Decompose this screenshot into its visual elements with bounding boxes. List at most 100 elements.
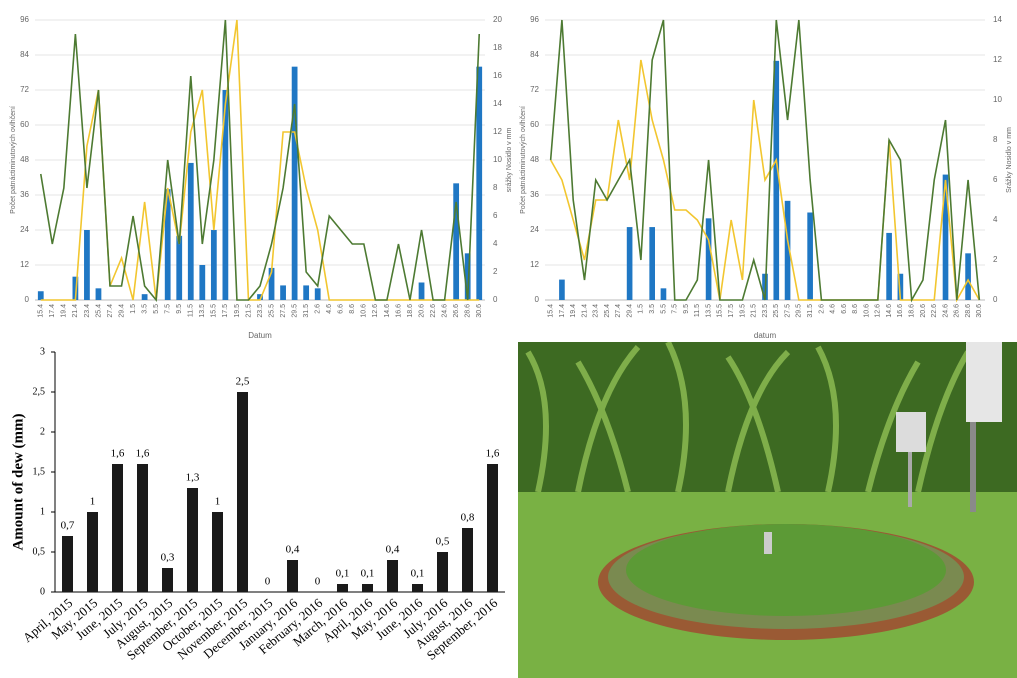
value-label: 0,4 (386, 544, 400, 556)
x-tick-label: 31.5 (303, 304, 310, 318)
bar (72, 276, 79, 300)
value-label: 1,3 (186, 472, 200, 484)
value-label: 0,8 (461, 512, 475, 524)
line-series (549, 59, 981, 303)
y2-tick-label: 10 (493, 155, 502, 164)
bar (37, 291, 44, 300)
bar (199, 265, 206, 300)
x-axis-title: Datum (248, 331, 272, 340)
value-label: 0 (265, 576, 271, 588)
x-tick-label: 8.6 (852, 304, 859, 314)
x-tick-label: 3.5 (649, 304, 656, 314)
rain-gauge (966, 342, 1002, 422)
gauge-pole (970, 422, 976, 512)
x-tick-label: 15.4 (38, 304, 45, 318)
line-series (40, 19, 480, 301)
x-tick-label: 20.6 (418, 304, 425, 318)
bar (162, 568, 173, 592)
y-axis-title: Počet patnáctiminutových ovlhčení (520, 106, 527, 214)
x-tick-label: 15.5 (211, 304, 218, 318)
x-tick-label: 1.5 (130, 304, 137, 314)
x-tick-label: 16.6 (395, 304, 402, 318)
bar (705, 218, 712, 300)
x-tick-label: 16.6 (897, 304, 904, 318)
y-tick-label: 72 (20, 85, 29, 94)
y2-tick-label: 16 (493, 71, 502, 80)
bar (626, 227, 633, 300)
y-tick-label: 36 (530, 190, 539, 199)
x-tick-label: 19.4 (61, 304, 68, 318)
x-tick-label: 7.5 (165, 304, 172, 314)
bar (784, 200, 791, 300)
x-tick-label: 29.5 (796, 304, 803, 318)
x-tick-label: 23.4 (84, 304, 91, 318)
y-tick-label: 84 (20, 50, 29, 59)
y2-tick-label: 18 (493, 43, 502, 52)
x-tick-label: 27.4 (107, 304, 114, 318)
corn-leaves (525, 342, 971, 493)
y-tick-label: 2,5 (33, 386, 46, 397)
x-tick-label: 22.6 (430, 304, 437, 318)
x-tick-label: 29.5 (291, 304, 298, 318)
x-tick-label: 3.5 (141, 304, 148, 314)
y2-tick-label: 12 (493, 127, 502, 136)
value-label: 0,4 (286, 544, 300, 556)
x-tick-label: 27.5 (784, 304, 791, 318)
y2-tick-label: 10 (993, 95, 1002, 104)
bar (137, 464, 148, 592)
corn-field (518, 342, 1017, 492)
x-tick-label: 22.6 (931, 304, 938, 318)
sensor-box (896, 412, 926, 452)
bar (418, 282, 425, 300)
x-tick-label: 18.6 (407, 304, 414, 318)
value-label: 1,6 (486, 448, 500, 460)
x-tick-label: 17.4 (559, 304, 566, 318)
x-tick-label: 5.5 (660, 304, 667, 314)
y-tick-label: 12 (20, 260, 29, 269)
y-tick-label: 0 (25, 295, 30, 304)
y-tick-label: 1 (40, 506, 45, 517)
x-tick-label: 25.4 (604, 304, 611, 318)
line-series (39, 19, 481, 303)
x-tick-label: 1.5 (638, 304, 645, 314)
value-label: 0 (315, 576, 321, 588)
value-label: 1,6 (136, 448, 150, 460)
bar (141, 294, 148, 300)
x-tick-label: 30.6 (976, 304, 983, 318)
value-label: 1,6 (111, 448, 125, 460)
x-tick-label: 27.4 (615, 304, 622, 318)
value-label: 2,5 (236, 376, 250, 388)
y2-tick-label: 0 (993, 295, 998, 304)
x-tick-label: 24.6 (441, 304, 448, 318)
bar (112, 464, 123, 592)
x-tick-label: 17.5 (728, 304, 735, 318)
x-tick-label: 31.5 (807, 304, 814, 318)
y2-axis-title: srážky Nosidlo v mm (506, 128, 513, 193)
bar (303, 285, 310, 300)
bar (807, 212, 813, 300)
x-tick-label: 9.5 (176, 304, 183, 314)
y2-tick-label: 14 (993, 15, 1002, 24)
bar (437, 552, 448, 592)
bar (164, 189, 171, 300)
x-tick-label: 4.6 (830, 304, 837, 314)
y2-tick-label: 20 (493, 15, 502, 24)
value-label: 0,1 (411, 568, 425, 580)
x-tick-label: 12.6 (875, 304, 882, 318)
value-label: 1 (90, 496, 96, 508)
y2-tick-label: 6 (993, 175, 998, 184)
y-axis-title: Počet patnáctiminutových ovlhčení (10, 106, 17, 214)
x-tick-label: 5.5 (153, 304, 160, 314)
bar (62, 536, 73, 592)
bar (897, 273, 904, 300)
y2-tick-label: 0 (493, 295, 498, 304)
bar (291, 66, 298, 301)
bar (660, 288, 667, 300)
y-tick-label: 0 (40, 586, 45, 597)
x-tick-label: 10.6 (863, 304, 870, 318)
x-tick-label: 11.5 (694, 304, 701, 317)
lysimeter-grass (626, 524, 946, 616)
x-tick-label: 2.6 (818, 304, 825, 314)
x-tick-label: 10.6 (361, 304, 368, 318)
y-tick-label: 1,5 (33, 466, 46, 477)
